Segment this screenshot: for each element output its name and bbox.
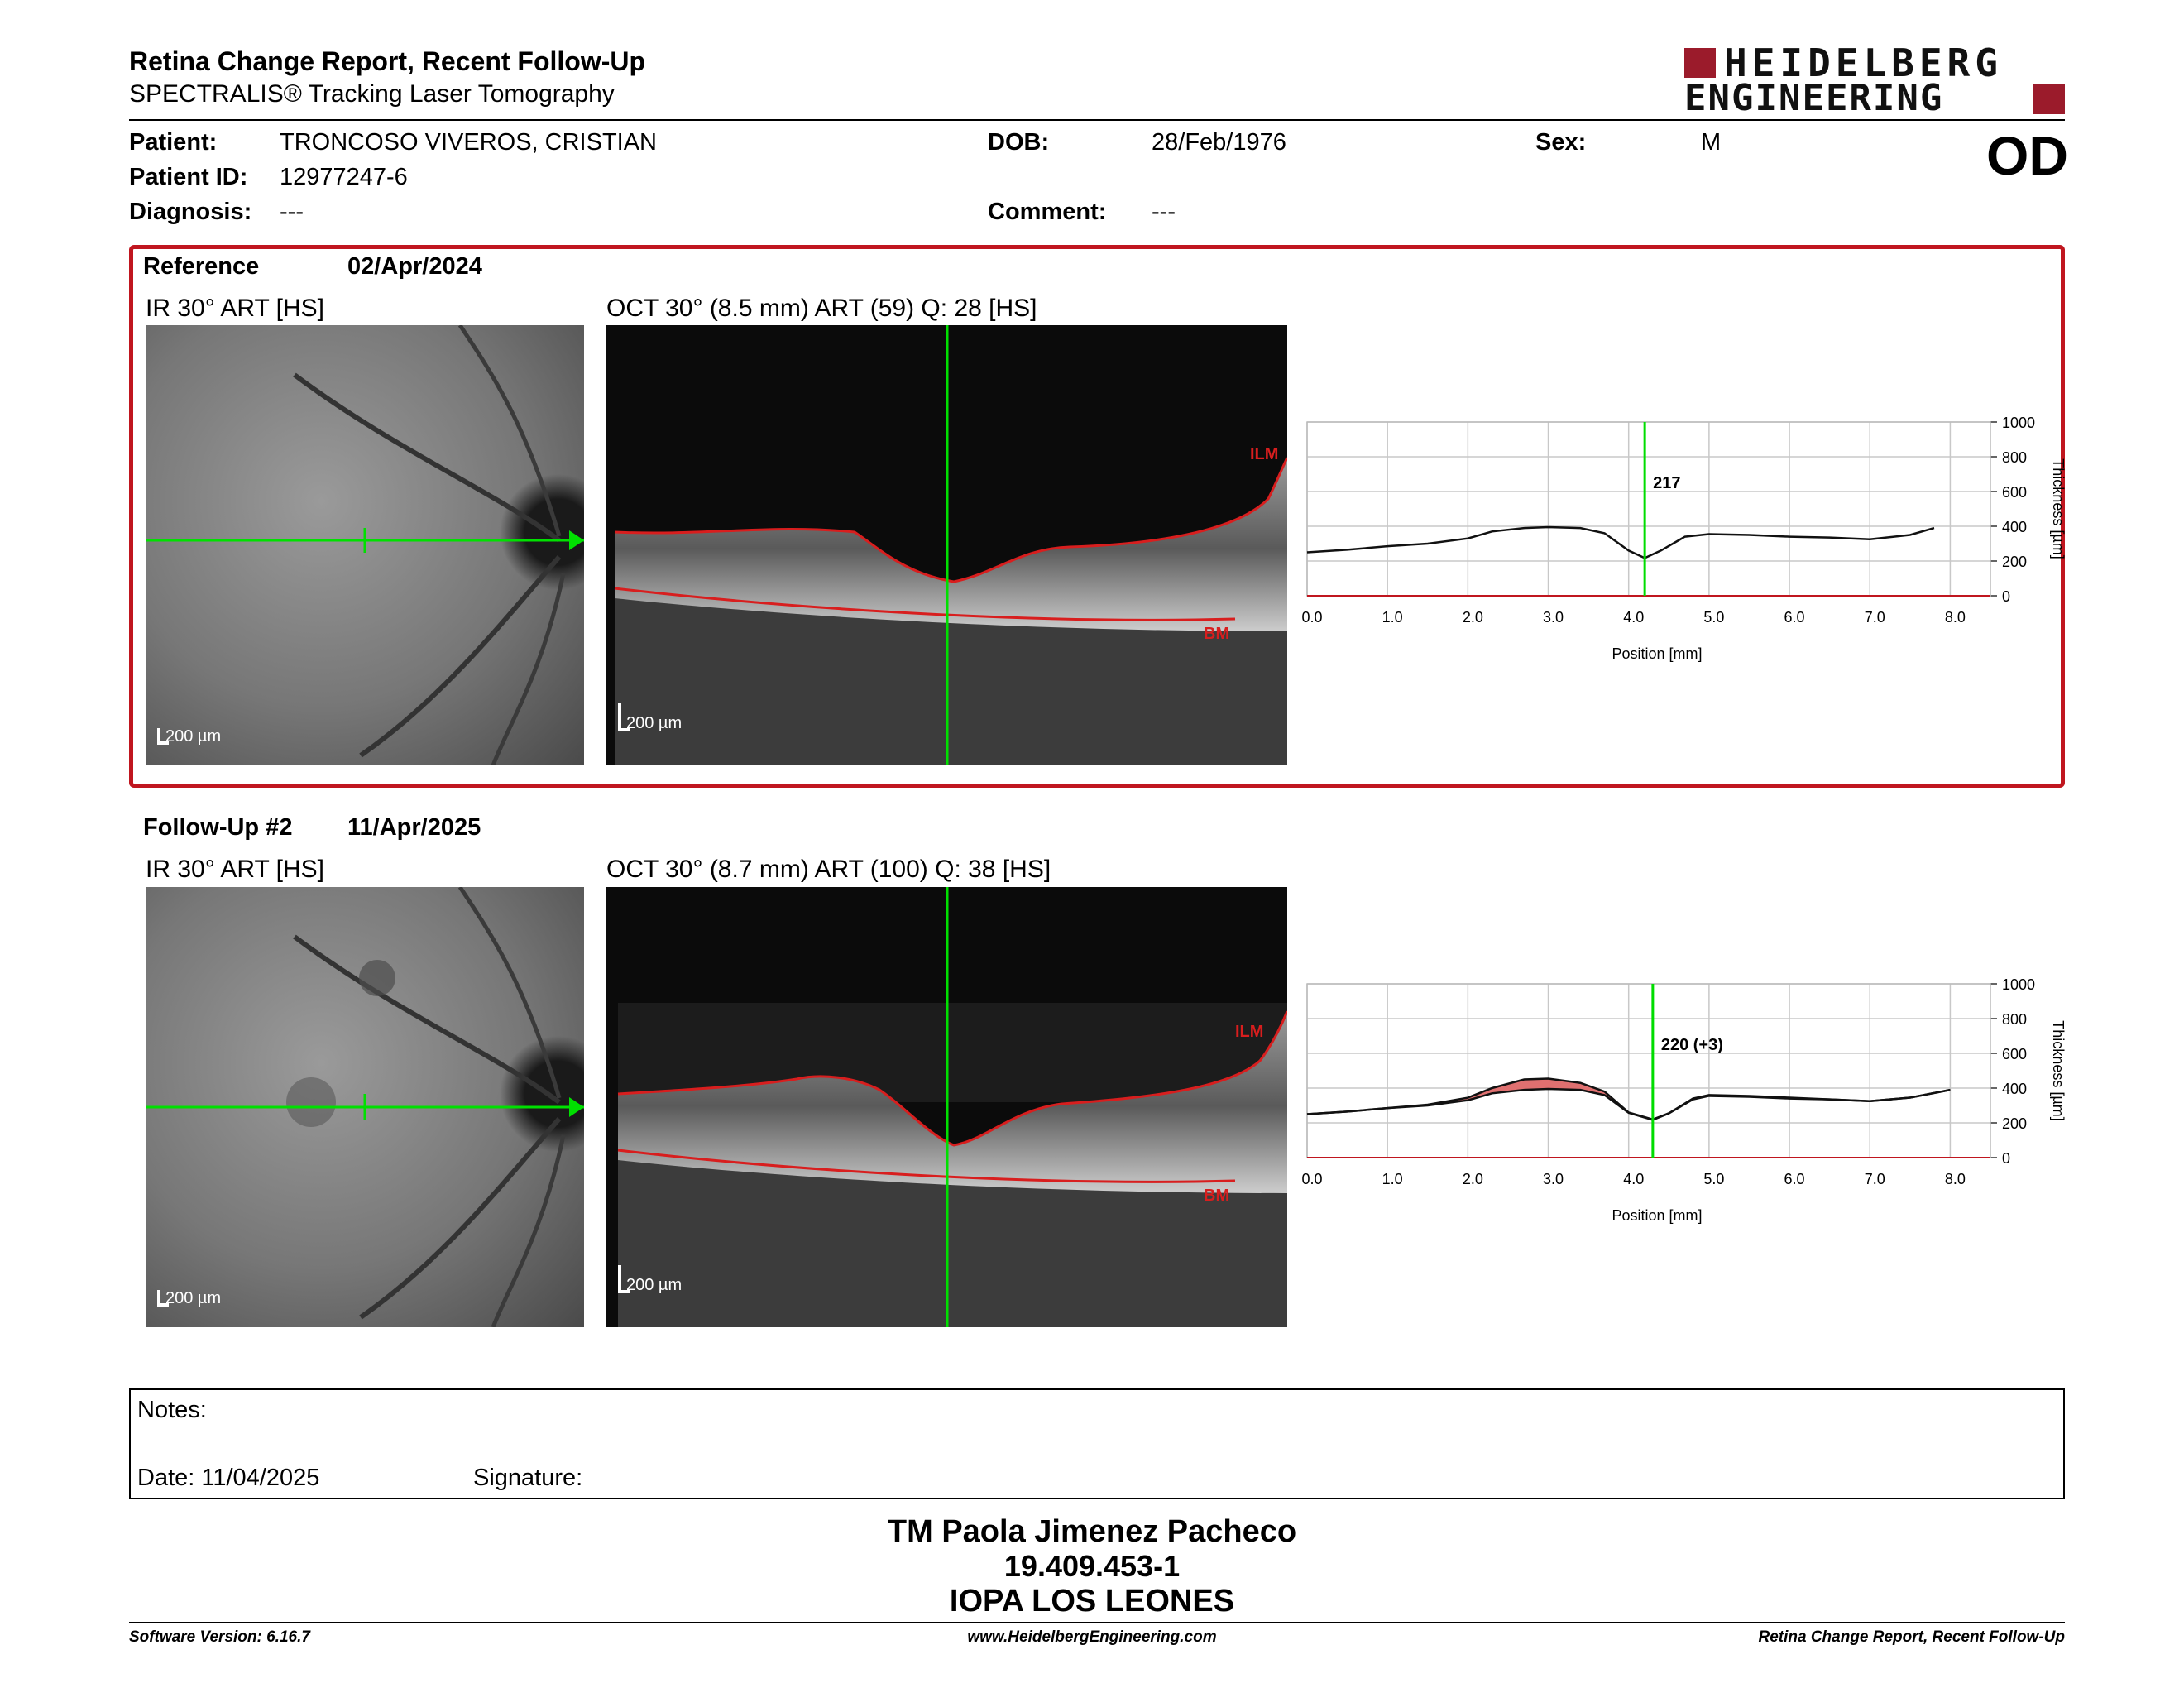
- report-title: Retina Change Report, Recent Follow-Up: [129, 46, 646, 76]
- notes-box[interactable]: Notes: Date: 11/04/2025 Signature:: [129, 1388, 2065, 1499]
- ref-chart-series-line: [1306, 525, 1935, 559]
- report-subtitle: SPECTRALIS® Tracking Laser Tomography: [129, 80, 615, 108]
- logo-text-1: HEIDELBERG: [1724, 41, 2003, 85]
- ref-chart-y-tick: 600: [2002, 484, 2027, 501]
- notes-signature: Signature:: [473, 1465, 583, 1491]
- ref-chart-y-tick: 400: [2002, 519, 2027, 535]
- fu-chart-series-line: [1306, 1087, 1951, 1121]
- ref-chart-x-tick: 0.0: [1301, 609, 1322, 626]
- reference-ir-image: 200 µm: [146, 325, 584, 765]
- fu-chart-x-tick: 2.0: [1463, 1171, 1483, 1187]
- fu-chart-x-tick: 1.0: [1382, 1171, 1403, 1187]
- reference-box: [129, 245, 2065, 788]
- fu-chart-y-tick: 0: [2002, 1150, 2010, 1167]
- ref-chart-x-tick: 1.0: [1382, 609, 1403, 626]
- fu-chart-y-tick: 1000: [2002, 976, 2035, 993]
- fu-chart-frame: [1306, 983, 1991, 1158]
- followup-ir-caption: IR 30° ART [HS]: [146, 856, 324, 883]
- followup-oct-caption: OCT 30° (8.7 mm) ART (100) Q: 38 [HS]: [606, 856, 1051, 883]
- ref-chart-y-tick: 0: [2002, 588, 2010, 605]
- fu-chart-x-tick: 5.0: [1703, 1171, 1724, 1187]
- fu-chart-x-label: Position [mm]: [1612, 1207, 1702, 1224]
- fu-chart-y-tick: 600: [2002, 1046, 2027, 1062]
- reference-bm-label: BM: [1204, 625, 1230, 643]
- reference-oct-image: ILM BM 200 µm: [606, 325, 1287, 765]
- footer-rule: [129, 1622, 2065, 1623]
- followup-ir-image: 200 µm: [146, 887, 584, 1327]
- fu-chart-y-tick: 200: [2002, 1115, 2027, 1132]
- fu-chart-y-label: Thickness [µm]: [2050, 1020, 2067, 1120]
- ref-chart-x-tick: 6.0: [1784, 609, 1805, 626]
- patient-id: 12977247-6: [280, 164, 408, 190]
- ref-chart-x-tick: 7.0: [1865, 609, 1885, 626]
- fu-chart-x-tick: 0.0: [1301, 1171, 1322, 1187]
- fu-chart-x-tick: 4.0: [1623, 1171, 1644, 1187]
- software-version: Software Version: 6.16.7: [129, 1628, 310, 1646]
- header-rule: [129, 119, 2065, 121]
- diagnosis-label: Diagnosis:: [129, 199, 252, 225]
- ref-chart-y-label: Thickness [µm]: [2050, 458, 2067, 559]
- followup-oct-scale: 200 µm: [618, 1265, 682, 1295]
- footer-report-name: Retina Change Report, Recent Follow-Up: [1758, 1628, 2065, 1646]
- ref-chart-x-tick: 4.0: [1623, 609, 1644, 626]
- ref-chart-y-tick: 200: [2002, 554, 2027, 570]
- reference-ilm-label: ILM: [1250, 445, 1279, 463]
- ref-chart-y-tick: 800: [2002, 449, 2027, 466]
- ref-chart-x-label: Position [mm]: [1612, 645, 1702, 662]
- footer-place: IOPA LOS LEONES: [949, 1584, 1235, 1618]
- sex-label: Sex:: [1535, 129, 1587, 156]
- patient-name: TRONCOSO VIVEROS, CRISTIAN: [280, 129, 657, 156]
- ref-chart-x-tick: 8.0: [1945, 609, 1966, 626]
- followup-label: Follow-Up #2: [143, 814, 293, 841]
- sex-value: M: [1701, 129, 1722, 156]
- fu-chart-y-tick: 800: [2002, 1011, 2027, 1028]
- eye-indicator: OD: [1986, 125, 2068, 186]
- followup-oct-image: ILM BM 200 µm: [606, 887, 1287, 1327]
- ref-chart-x-tick: 5.0: [1703, 609, 1724, 626]
- reference-label: Reference: [143, 253, 260, 280]
- notes-label: Notes:: [137, 1397, 207, 1423]
- dob-value: 28/Feb/1976: [1152, 129, 1286, 156]
- reference-oct-scale: 200 µm: [618, 703, 682, 733]
- followup-ilm-label: ILM: [1235, 1023, 1264, 1041]
- reference-ir-caption: IR 30° ART [HS]: [146, 295, 324, 322]
- patient-label: Patient:: [129, 129, 218, 156]
- ref-chart-marker-label: 217: [1653, 474, 1680, 492]
- reference-date: 02/Apr/2024: [347, 253, 482, 280]
- ref-chart-y-tick: 1000: [2002, 415, 2035, 431]
- reference-ir-scale: 200 µm: [157, 727, 221, 746]
- logo-text-2: ENGINEERING: [1684, 77, 1944, 119]
- footer-rut: 19.409.453-1: [1003, 1549, 1181, 1583]
- followup-date: 11/Apr/2025: [347, 814, 481, 841]
- diagnosis-value: ---: [280, 199, 304, 225]
- ref-chart-x-tick: 3.0: [1543, 609, 1564, 626]
- logo-square-2: [2033, 84, 2065, 114]
- dob-label: DOB:: [988, 129, 1050, 156]
- fu-chart-marker-label: 220 (+3): [1661, 1036, 1723, 1054]
- fu-chart-x-tick: 6.0: [1784, 1171, 1805, 1187]
- heidelberg-logo: HEIDELBERG ENGINEERING: [1684, 41, 2065, 119]
- notes-date: Date: 11/04/2025: [137, 1465, 320, 1491]
- followup-ir-scale: 200 µm: [157, 1289, 221, 1308]
- followup-bm-label: BM: [1204, 1187, 1230, 1205]
- footer-name: TM Paola Jimenez Pacheco: [887, 1514, 1297, 1549]
- website-link[interactable]: www.HeidelbergEngineering.com: [967, 1628, 1217, 1646]
- fu-chart-x-tick: 8.0: [1945, 1171, 1966, 1187]
- reference-oct-caption: OCT 30° (8.5 mm) ART (59) Q: 28 [HS]: [606, 295, 1037, 322]
- fu-chart-y-tick: 400: [2002, 1081, 2027, 1097]
- fu-chart-x-tick: 3.0: [1543, 1171, 1564, 1187]
- comment-value: ---: [1152, 199, 1176, 225]
- ref-chart-frame: [1306, 421, 1991, 597]
- followup-thickness-chart: 0.0 1.0 2.0 3.0 4.0 5.0 6.0 7.0 8.0 0 200 400 600 800…: [1301, 976, 2067, 1224]
- logo-square-1: [1684, 48, 1716, 78]
- fu-chart-x-tick: 7.0: [1865, 1171, 1885, 1187]
- comment-label: Comment:: [988, 199, 1107, 225]
- patient-id-label: Patient ID:: [129, 164, 248, 190]
- reference-thickness-chart: 0.0 1.0 2.0 3.0 4.0 5.0 6.0 7.0 8.0 0 200 400 600 800…: [1301, 415, 2067, 662]
- ref-chart-x-tick: 2.0: [1463, 609, 1483, 626]
